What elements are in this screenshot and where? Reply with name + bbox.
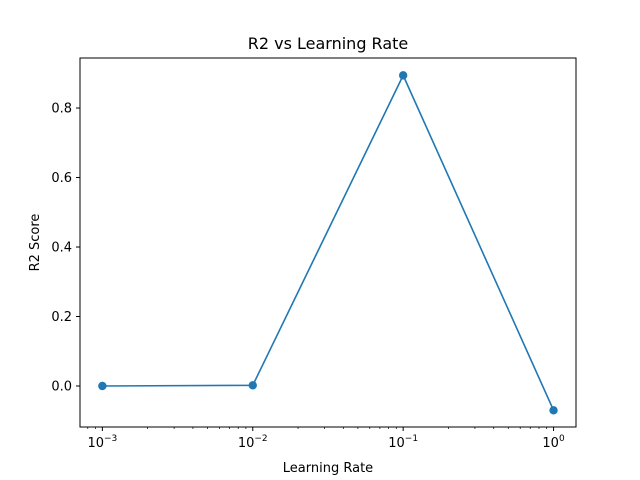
x-tick-label: 10−2 <box>238 434 268 451</box>
x-tick-label-base: 10 <box>238 436 255 451</box>
x-tick-label-exponent: 0 <box>559 434 565 444</box>
data-point <box>248 381 257 390</box>
x-tick-label-exponent: −2 <box>254 434 267 444</box>
x-tick-label: 100 <box>542 434 565 451</box>
series-layer <box>98 71 558 415</box>
x-axis: 10−3 10−2 10−1 100 <box>87 427 565 451</box>
x-tick-label: 10−1 <box>388 434 418 451</box>
y-tick-label: 0.2 <box>51 310 72 325</box>
y-tick-label: 0.4 <box>51 241 72 256</box>
x-tick-label: 10−3 <box>87 434 117 451</box>
y-tick-label: 0.0 <box>51 380 72 395</box>
x-tick-label-exponent: −1 <box>405 434 418 444</box>
x-tick-label-base: 10 <box>87 436 104 451</box>
plot-frame <box>79 57 577 428</box>
chart-title: R2 vs Learning Rate <box>248 34 409 53</box>
data-point <box>549 406 558 415</box>
x-tick-label-base: 10 <box>542 436 559 451</box>
y-axis: 0.0 0.2 0.4 0.6 0.8 <box>51 102 80 395</box>
x-tick-label-exponent: −3 <box>104 434 117 444</box>
y-tick-label: 0.8 <box>51 102 72 117</box>
x-tick-label-base: 10 <box>388 436 405 451</box>
data-point <box>98 381 107 391</box>
y-tick-label: 0.6 <box>51 171 72 186</box>
series-line <box>102 74 555 411</box>
x-axis-label: Learning Rate <box>283 461 373 476</box>
y-axis-label: R2 Score <box>28 214 43 272</box>
data-point <box>398 71 408 80</box>
